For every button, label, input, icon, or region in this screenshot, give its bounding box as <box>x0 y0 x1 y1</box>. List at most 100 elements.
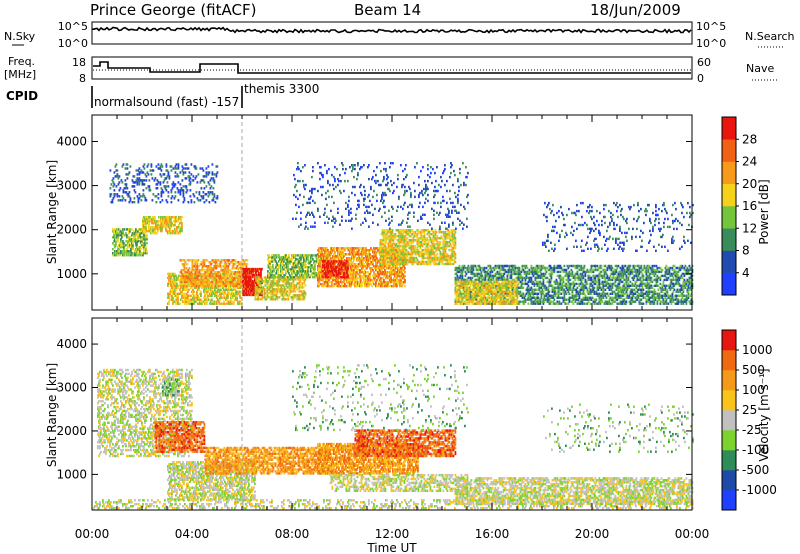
scatter-cell-0-6 <box>287 286 290 289</box>
scatter-cell-0-6 <box>299 278 302 281</box>
scatter-cell-0-8 <box>330 247 332 250</box>
scatter-cell-0-1 <box>179 222 181 225</box>
scatter-cell-0-5 <box>245 269 247 273</box>
scatter-cell-0-7 <box>302 274 304 277</box>
scatter-cell-0-4 <box>214 267 217 270</box>
scatter-cell-0-0 <box>135 240 137 243</box>
scatter-cell-0-3 <box>187 296 189 299</box>
scatter-cell-0-1 <box>149 218 151 221</box>
scatter-cell-0-10 <box>423 233 426 236</box>
scatter-cell-0-9 <box>332 270 334 273</box>
scatter-cell-0-10 <box>439 254 442 258</box>
scatter-cell-0-7 <box>282 256 284 259</box>
scatter-cell-0-3 <box>204 280 206 284</box>
scatter-cell-0-4 <box>237 278 240 282</box>
scatter-cell-0-3 <box>178 278 180 282</box>
scatter-cell-0-8 <box>366 249 368 252</box>
scatter-cell-0-8 <box>359 272 361 276</box>
scatter-cell-0-8 <box>350 267 352 270</box>
scatter-cell-0-7 <box>273 270 275 273</box>
scatter-cell-0-6 <box>301 292 304 295</box>
scatter-cell-0-8 <box>360 280 362 284</box>
scatter-cell-0-8 <box>377 261 379 264</box>
scatter-cell-0-8 <box>332 257 334 260</box>
scatter-cell-0-5 <box>243 293 245 297</box>
scatter-cell-0-0 <box>142 246 144 249</box>
scatter-cell-0-6 <box>296 288 299 291</box>
scatter-cell-0-5 <box>242 271 244 275</box>
scatter-cell-0-3 <box>228 292 230 295</box>
scatter-cell-0-10 <box>387 244 390 248</box>
scatter-cell-0-4 <box>246 263 249 266</box>
scatter-cell-0-8 <box>363 251 365 254</box>
scatter-cell-0-2 <box>127 193 130 196</box>
scatter-cell-0-10 <box>430 244 433 248</box>
scatter-cell-0-2 <box>128 171 131 174</box>
scatter-cell-0-8 <box>342 280 344 284</box>
scatter-cell-0-3 <box>234 288 236 291</box>
scatter-cell-0-10 <box>387 262 390 266</box>
scatter-cell-0-8 <box>378 249 380 252</box>
scatter-cell-0-3 <box>195 300 197 303</box>
scatter-cell-0-8 <box>402 276 404 280</box>
scatter-cell-0-8 <box>376 257 378 260</box>
scatter-cell-0-10 <box>404 231 407 234</box>
scatter-cell-0-8 <box>380 280 382 284</box>
scatter-cell-0-0 <box>129 244 131 247</box>
scatter-cell-0-9 <box>339 272 341 275</box>
scatter-cell-0-10 <box>424 256 427 260</box>
scatter-cell-0-8 <box>393 269 395 272</box>
scatter-cell-0-3 <box>197 288 199 291</box>
scatter-cell-0-1 <box>155 222 157 225</box>
scatter-cell-0-3 <box>214 286 216 289</box>
scatter-cell-0-9 <box>333 274 335 277</box>
scatter-cell-0-10 <box>412 239 415 242</box>
scatter-cell-0-1 <box>168 216 170 219</box>
scatter-cell-0-4 <box>216 265 219 268</box>
scatter-cell-0-6 <box>259 278 262 281</box>
scatter-cell-0-8 <box>384 249 386 252</box>
scatter-cell-0-6 <box>256 276 259 279</box>
scatter-cell-0-10 <box>438 246 441 250</box>
scatter-cell-0-2 <box>137 197 140 200</box>
scatter-cell-0-2 <box>138 173 141 176</box>
scatter-cell-0-7 <box>281 270 283 273</box>
scatter-cell-0-4 <box>183 272 186 276</box>
scatter-cell-0-1 <box>176 227 178 231</box>
scatter-cell-0-10 <box>391 237 394 240</box>
scatter-cell-0-7 <box>287 264 289 267</box>
scatter-cell-0-2 <box>121 195 124 198</box>
scatter-cell-0-3 <box>217 290 219 293</box>
scatter-cell-0-7 <box>302 276 304 279</box>
scatter-cell-0-3 <box>211 298 213 301</box>
scatter-cell-0-0 <box>138 236 140 239</box>
scatter-cell-0-3 <box>171 286 173 289</box>
scatter-cell-0-8 <box>334 282 336 286</box>
scatter-cell-0-10 <box>443 254 446 258</box>
scatter-cell-0-3 <box>216 286 218 289</box>
scatter-cell-0-10 <box>387 246 390 250</box>
scatter-cell-0-2 <box>159 183 162 186</box>
scatter-cell-0-8 <box>351 249 353 252</box>
scatter-cell-0-1 <box>176 231 178 235</box>
scatter-cell-0-3 <box>176 298 178 301</box>
scatter-cell-0-8 <box>323 253 325 256</box>
scatter-cell-0-10 <box>394 233 397 236</box>
scatter-cell-0-1 <box>153 231 155 235</box>
scatter-cell-0-9 <box>331 268 333 271</box>
scatter-cell-0-1 <box>151 220 153 223</box>
scatter-cell-0-3 <box>204 292 206 295</box>
scatter-cell-0-10 <box>438 258 441 262</box>
scatter-cell-0-2 <box>144 197 147 200</box>
scatter-cell-0-4 <box>202 259 205 262</box>
scatter-cell-0-0 <box>115 234 117 237</box>
scatter-cell-0-4 <box>218 263 221 266</box>
scatter-cell-0-3 <box>184 282 186 286</box>
scatter-cell-0-2 <box>136 181 139 184</box>
scatter-cell-0-8 <box>328 251 330 254</box>
scatter-cell-0-8 <box>362 265 364 268</box>
scatter-cell-0-5 <box>250 267 252 271</box>
scatter-cell-0-10 <box>436 235 439 238</box>
scatter-cell-0-7 <box>306 266 308 269</box>
scatter-cell-0-5 <box>246 287 248 291</box>
